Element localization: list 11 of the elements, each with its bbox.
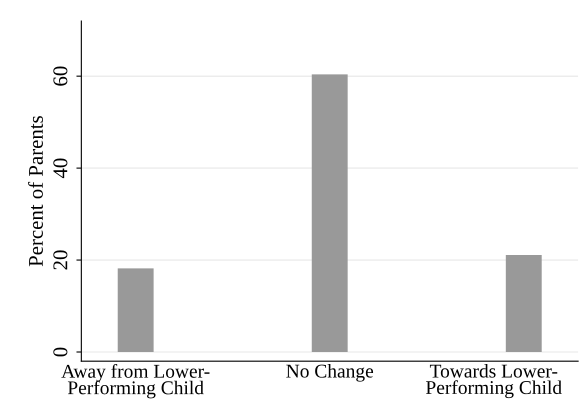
y-tick-label: 40	[53, 158, 68, 178]
y-tick-label: 0	[53, 348, 68, 356]
bar	[506, 255, 542, 352]
y-tick-label: 60	[53, 66, 68, 86]
x-tick-label: No Change	[286, 364, 374, 382]
bar	[118, 268, 154, 352]
x-tick-label: Away from Lower- Performing Child	[61, 364, 210, 398]
bar	[312, 74, 348, 352]
y-axis-title: Percent of Parents	[28, 116, 43, 266]
y-tick-label: 20	[53, 250, 68, 270]
x-tick-label: Towards Lower- Performing Child	[426, 364, 562, 398]
